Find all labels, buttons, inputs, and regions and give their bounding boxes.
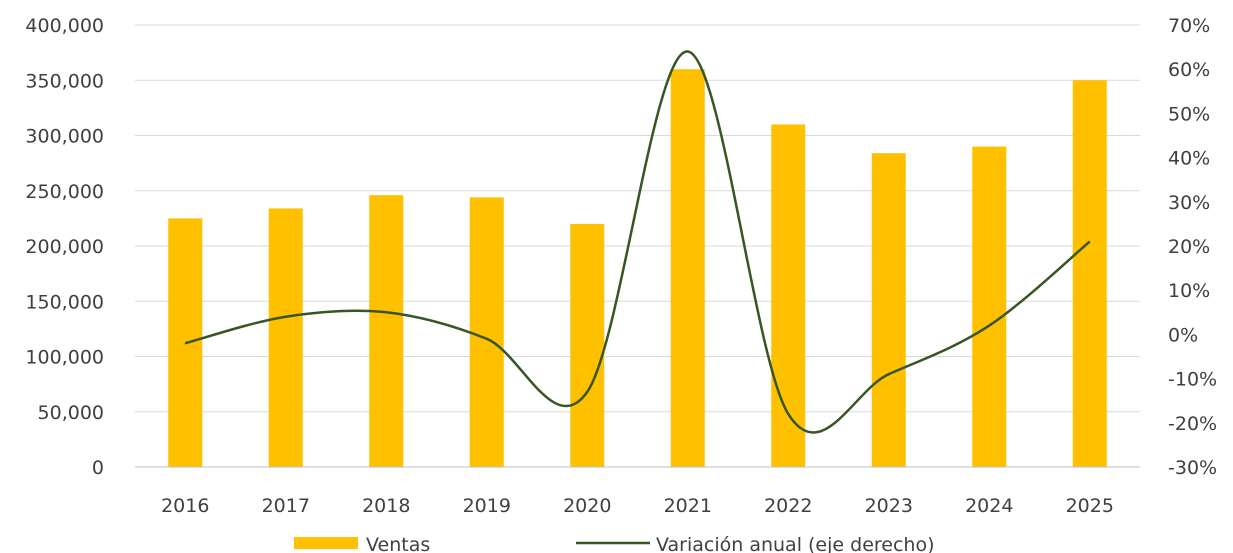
left-tick-label: 200,000	[25, 236, 104, 258]
right-tick-label: 20%	[1168, 236, 1210, 258]
x-tick-label: 2019	[463, 495, 511, 517]
line-point-2016	[184, 342, 186, 344]
bar-2022	[771, 124, 806, 467]
x-axis: 2016 2017 2018 2019 2020 2021 2022 2023 2024 2025	[135, 466, 1140, 517]
left-axis: 0 50,000 100,000 150,000 200,000 250,000 300,0…	[25, 15, 104, 479]
left-tick-label: 300,000	[25, 126, 104, 148]
right-tick-label: -10%	[1168, 369, 1217, 391]
left-tick-label: 250,000	[25, 181, 104, 203]
x-tick-label: 2021	[664, 495, 712, 517]
line-point-2020	[586, 391, 588, 393]
line-point-2019	[486, 338, 488, 340]
line-series-variacion	[184, 50, 1091, 434]
legend-label-variacion: Variación anual (eje derecho)	[656, 534, 935, 553]
right-axis: -30% -20% -10% 0% 10% 20% 30% 40% 50% 60% 70%	[1168, 15, 1217, 479]
bar-2020	[570, 223, 605, 467]
bar-series-ventas	[168, 69, 1107, 468]
x-tick-label: 2024	[965, 495, 1013, 517]
x-tick-label: 2018	[362, 495, 410, 517]
x-tick-label: 2023	[865, 495, 913, 517]
left-tick-label: 0	[92, 457, 104, 479]
x-tick-label: 2016	[161, 495, 209, 517]
left-tick-label: 50,000	[38, 402, 104, 424]
x-tick-label: 2020	[563, 495, 611, 517]
right-tick-label: -30%	[1168, 457, 1217, 479]
right-tick-label: -20%	[1168, 413, 1217, 435]
left-tick-label: 100,000	[25, 347, 104, 369]
x-tick-label: 2022	[764, 495, 812, 517]
x-tick-label: 2017	[262, 495, 310, 517]
line-point-2018	[385, 311, 387, 313]
bar-2021	[670, 69, 705, 467]
legend: Ventas Variación anual (eje derecho)	[294, 534, 935, 553]
line-point-2022	[787, 413, 789, 415]
legend-swatch-ventas	[294, 537, 358, 549]
left-tick-label: 400,000	[25, 15, 104, 37]
bar-2023	[871, 153, 906, 467]
line-point-2025	[1089, 241, 1091, 243]
x-tick-label: 2025	[1066, 495, 1114, 517]
line-point-2024	[988, 325, 990, 327]
right-tick-label: 40%	[1168, 148, 1210, 170]
right-tick-label: 60%	[1168, 59, 1210, 81]
line-point-2021	[687, 51, 689, 53]
bar-2024	[972, 146, 1007, 468]
left-tick-label: 150,000	[25, 291, 104, 313]
line-point-2017	[285, 316, 287, 318]
bar-2017	[268, 208, 303, 467]
bar-2019	[469, 197, 504, 467]
legend-label-ventas: Ventas	[366, 534, 430, 553]
variacion-line	[184, 50, 1091, 434]
right-tick-label: 50%	[1168, 103, 1210, 125]
right-tick-label: 10%	[1168, 280, 1210, 302]
right-tick-label: 30%	[1168, 192, 1210, 214]
right-tick-label: 70%	[1168, 15, 1210, 37]
line-point-2023	[888, 373, 890, 375]
bar-2025	[1072, 80, 1107, 467]
left-tick-label: 350,000	[25, 70, 104, 92]
bar-2018	[369, 195, 404, 468]
right-tick-label: 0%	[1168, 324, 1198, 346]
